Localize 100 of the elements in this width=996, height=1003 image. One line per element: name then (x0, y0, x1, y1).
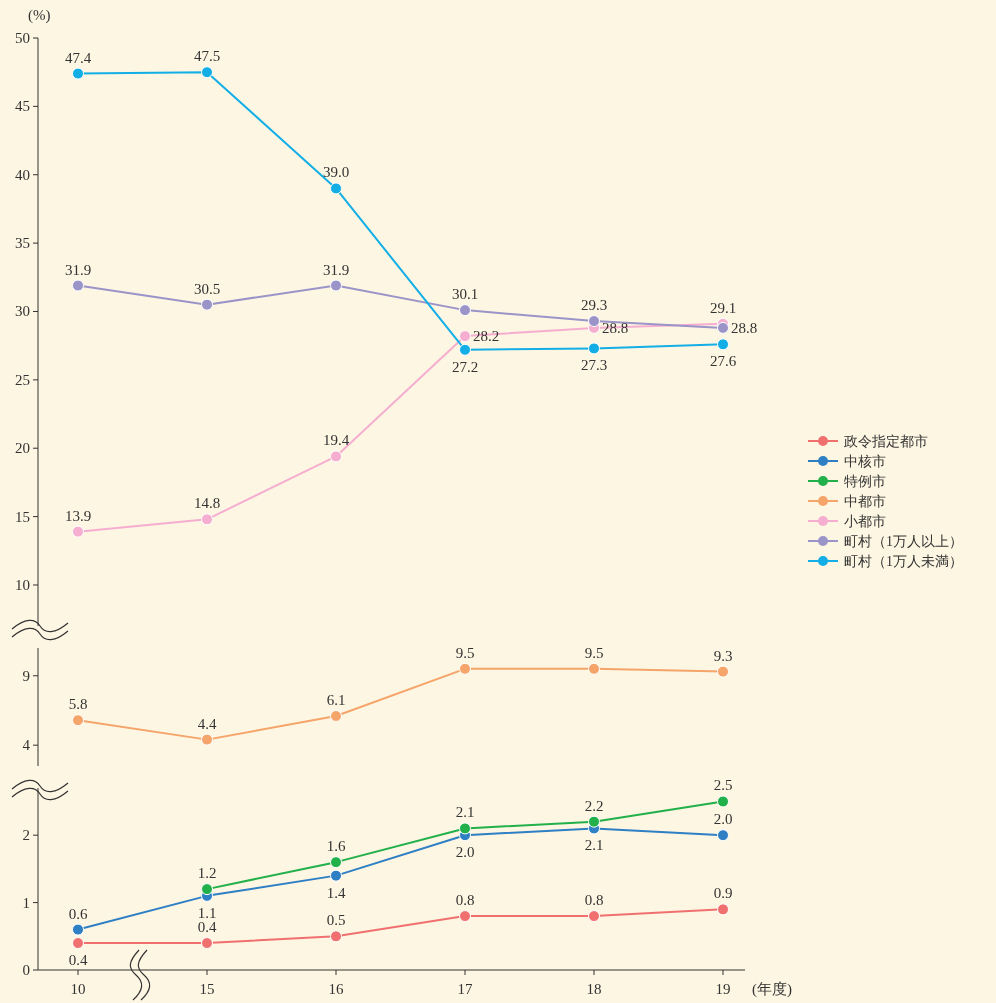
y-tick-label: 1 (22, 894, 30, 911)
x-tick-label: 18 (586, 981, 602, 997)
data-label: 0.4 (197, 919, 217, 936)
point (459, 330, 471, 343)
data-label: 30.5 (193, 280, 221, 297)
data-label: 30.1 (451, 286, 479, 303)
data-label: 9.3 (713, 647, 733, 664)
point (717, 903, 729, 916)
point (588, 662, 600, 675)
data-label: 2.1 (584, 837, 604, 854)
data-label: 9.5 (584, 644, 604, 661)
point (201, 298, 213, 311)
point (330, 279, 342, 292)
data-label: 2.0 (455, 844, 475, 861)
point (201, 513, 213, 526)
data-label: 19.4 (322, 432, 350, 449)
point (459, 822, 471, 835)
point (459, 910, 471, 923)
y-tick-label: 25 (15, 371, 30, 388)
data-label: 28.8 (731, 319, 758, 336)
legend-label: 政令指定都市 (844, 434, 928, 449)
data-label: 1.2 (197, 865, 217, 882)
data-label: 2.1 (455, 804, 475, 821)
legend-label: 中都市 (844, 494, 886, 509)
data-label: 28.2 (473, 328, 500, 345)
point (717, 338, 729, 351)
point (330, 930, 342, 943)
data-label: 28.8 (602, 319, 629, 336)
data-label: 0.5 (326, 912, 346, 929)
x-tick-label: 10 (70, 981, 86, 997)
x-tick-label: 15 (199, 981, 215, 997)
x-tick-label: 17 (457, 981, 473, 997)
point (330, 869, 342, 882)
y-tick-label: 4 (22, 737, 31, 754)
data-label: 1.6 (326, 838, 346, 855)
x-axis-title: (年度) (752, 981, 792, 998)
point (588, 815, 600, 828)
data-label: 0.8 (584, 892, 604, 909)
point (201, 937, 213, 950)
y-tick-label: 50 (15, 30, 30, 46)
legend-label: 町村（1万人以上） (844, 534, 963, 549)
y-tick-label: 2 (22, 827, 30, 844)
point (72, 525, 84, 538)
data-label: 2.2 (584, 797, 604, 814)
point (717, 665, 729, 678)
point (330, 182, 342, 195)
data-label: 1.4 (326, 884, 346, 901)
point (72, 923, 84, 936)
y-tick-label: 40 (15, 166, 30, 183)
point (717, 795, 729, 808)
point (72, 714, 84, 727)
y-tick-label: 30 (15, 303, 30, 320)
y-tick-label: 20 (15, 440, 30, 457)
data-label: 39.0 (322, 164, 350, 181)
point (330, 450, 342, 463)
point (201, 733, 213, 746)
y-tick-label: 45 (15, 98, 30, 115)
data-label: 2.5 (713, 777, 733, 794)
point (330, 710, 342, 723)
point (588, 342, 600, 355)
data-label: 5.8 (68, 696, 88, 713)
data-label: 0.8 (455, 892, 475, 909)
point (330, 856, 342, 869)
point (588, 910, 600, 923)
point (717, 321, 729, 334)
point (588, 315, 600, 328)
y-tick-label: 9 (22, 667, 30, 684)
point (459, 304, 471, 317)
legend-label: 小都市 (844, 514, 886, 529)
x-tick-label: 19 (715, 981, 731, 997)
data-label: 13.9 (64, 507, 92, 524)
data-label: 2.0 (713, 811, 733, 828)
data-label: 31.9 (64, 261, 92, 278)
data-label: 1.1 (197, 904, 217, 921)
data-label: 4.4 (197, 715, 217, 732)
point (459, 343, 471, 356)
data-label: 27.3 (580, 357, 608, 374)
point (72, 937, 84, 950)
data-label: 0.6 (68, 905, 88, 922)
point (201, 883, 213, 896)
legend-label: 町村（1万人未満） (844, 554, 963, 569)
y-tick-label: 0 (22, 962, 30, 978)
point (717, 829, 729, 842)
data-label: 9.5 (455, 644, 475, 661)
data-label: 27.2 (451, 358, 479, 375)
point (72, 279, 84, 292)
x-tick-label: 16 (328, 981, 344, 997)
y-tick-label: 10 (15, 576, 30, 593)
legend-label: 特例市 (844, 474, 886, 489)
point (459, 662, 471, 675)
data-label: 0.9 (713, 885, 733, 902)
data-label: 27.6 (709, 353, 737, 370)
data-label: 31.9 (322, 261, 350, 278)
data-label: 29.1 (709, 299, 737, 316)
point (72, 67, 84, 80)
data-label: 6.1 (326, 692, 346, 709)
y-tick-label: 35 (15, 235, 30, 252)
y-tick-label: 15 (15, 508, 30, 525)
point (201, 66, 213, 79)
y-axis-title: (%) (28, 7, 51, 24)
